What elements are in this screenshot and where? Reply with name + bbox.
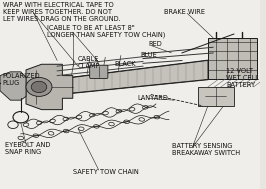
Text: BRAKE WIRE: BRAKE WIRE bbox=[164, 9, 205, 15]
Circle shape bbox=[31, 81, 47, 93]
Text: BLACK: BLACK bbox=[114, 61, 136, 67]
Text: BLUE: BLUE bbox=[140, 52, 157, 58]
Text: POLARIZED
PLUG: POLARIZED PLUG bbox=[3, 73, 40, 86]
FancyBboxPatch shape bbox=[90, 65, 108, 78]
Text: CABLE
CLAMP: CABLE CLAMP bbox=[78, 56, 101, 69]
Circle shape bbox=[26, 77, 52, 96]
Text: RED: RED bbox=[148, 41, 162, 47]
Polygon shape bbox=[26, 64, 73, 110]
Text: 12 VOLT
WET CELL
BATTERY: 12 VOLT WET CELL BATTERY bbox=[226, 68, 259, 88]
FancyBboxPatch shape bbox=[208, 38, 257, 79]
Text: WRAP WITH ELECTRICAL TAPE TO
KEEP WIRES TOGETHER. DO NOT
LET WIRES DRAG ON THE G: WRAP WITH ELECTRICAL TAPE TO KEEP WIRES … bbox=[3, 2, 120, 22]
Text: EYEBOLT AND
SNAP RING: EYEBOLT AND SNAP RING bbox=[5, 142, 51, 155]
Text: LANYARD: LANYARD bbox=[138, 95, 169, 101]
Text: SAFETY TOW CHAIN: SAFETY TOW CHAIN bbox=[73, 169, 139, 175]
Polygon shape bbox=[0, 72, 26, 100]
FancyBboxPatch shape bbox=[0, 0, 260, 189]
Text: ICABLE TO BE AT LEAST 8"
LONGER THAN SAFETY TOW CHAIN): ICABLE TO BE AT LEAST 8" LONGER THAN SAF… bbox=[47, 25, 165, 38]
Polygon shape bbox=[57, 60, 208, 94]
FancyBboxPatch shape bbox=[198, 87, 234, 106]
Text: BATTERY SENSING
BREAKAWAY SWITCH: BATTERY SENSING BREAKAWAY SWITCH bbox=[172, 143, 240, 156]
